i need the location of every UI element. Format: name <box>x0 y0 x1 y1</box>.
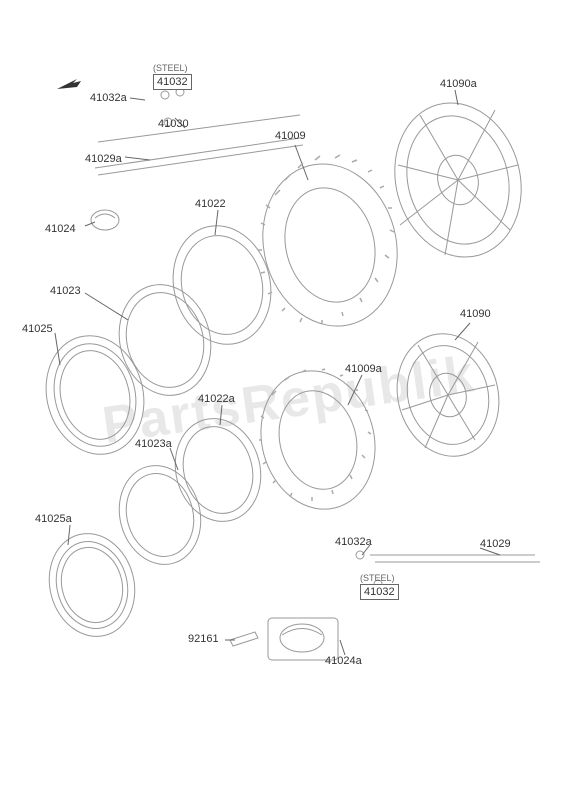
callout-41024: 41024 <box>45 223 76 235</box>
callout-41025: 41025 <box>22 323 53 335</box>
callout-41009: 41009 <box>275 130 306 142</box>
callout-41022a: 41022a <box>198 393 235 405</box>
callout-41009a: 41009a <box>345 363 382 375</box>
callout-41032a-top: 41032a <box>90 92 127 104</box>
callout-41029: 41029 <box>480 538 511 550</box>
callout-41024a: 41024a <box>325 655 362 667</box>
callout-41023a: 41023a <box>135 438 172 450</box>
callout-41030: 41030 <box>158 118 189 130</box>
callout-41022: 41022 <box>195 198 226 210</box>
callout-92161: 92161 <box>188 633 219 645</box>
callout-41025a: 41025a <box>35 513 72 525</box>
parts-diagram <box>0 0 578 800</box>
callout-steel-bot: (STEEL) 41032 <box>360 572 399 600</box>
callout-41090: 41090 <box>460 308 491 320</box>
callout-41023: 41023 <box>50 285 81 297</box>
direction-arrow <box>55 75 85 95</box>
callout-41029a: 41029a <box>85 153 122 165</box>
callout-41090a: 41090a <box>440 78 477 90</box>
callout-41032a-bot: 41032a <box>335 536 372 548</box>
callout-steel-top: (STEEL) 41032 <box>153 62 192 90</box>
